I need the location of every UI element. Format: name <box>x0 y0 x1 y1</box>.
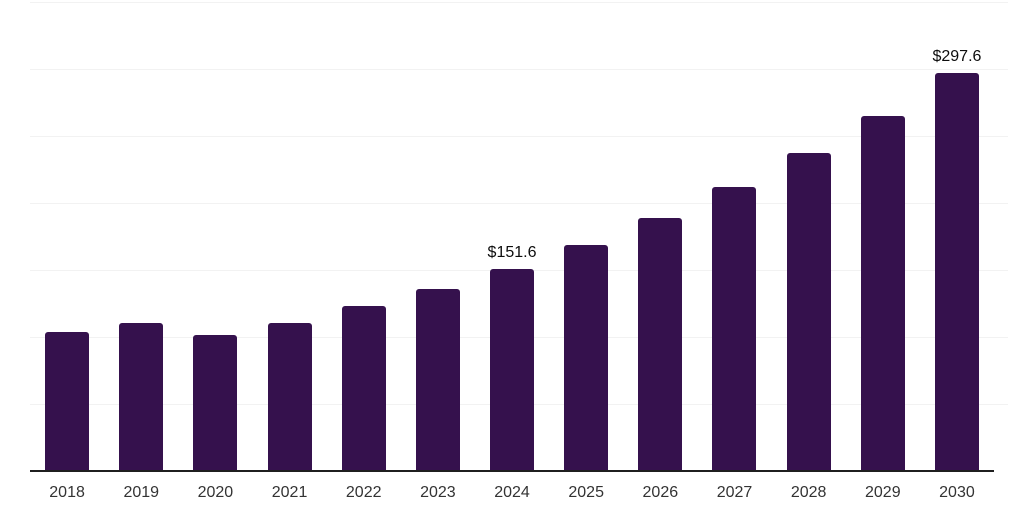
bar-2019 <box>119 323 164 472</box>
bar-slot <box>772 3 846 472</box>
gridline <box>30 136 1008 137</box>
x-axis-label-2024: 2024 <box>494 484 530 501</box>
bar-slot <box>30 3 104 472</box>
x-axis-label-2028: 2028 <box>790 484 827 501</box>
bar-2025 <box>564 244 609 472</box>
bar-slot: $151.6 <box>475 3 549 472</box>
bar-slot <box>252 3 326 472</box>
x-axis-label-2020: 2020 <box>197 484 234 501</box>
bar-value-label: $297.6 <box>932 48 982 66</box>
bar-slot <box>327 3 401 472</box>
x-axis-line <box>30 470 994 472</box>
bar-2029 <box>860 115 905 472</box>
gridline <box>30 203 1008 204</box>
bar-2030 <box>934 73 979 472</box>
bar-value-label: $151.6 <box>487 243 537 261</box>
bar-2018 <box>45 332 90 472</box>
bar-slot <box>401 3 475 472</box>
x-axis-label-2021: 2021 <box>271 484 308 501</box>
gridline <box>30 2 1008 3</box>
x-axis-label-2027: 2027 <box>716 484 753 501</box>
x-axis-label-2030: 2030 <box>939 484 975 501</box>
bar-2022 <box>341 305 386 472</box>
bar-slot <box>549 3 623 472</box>
x-axis-label-2018: 2018 <box>49 484 85 501</box>
gridline <box>30 69 1008 70</box>
x-axis-labels: 2018 2019 2020 2021 2022 2023 2024 2025 2026 2027… <box>30 472 994 502</box>
x-axis-label-2022: 2022 <box>345 484 382 501</box>
bar-2024 <box>490 268 535 472</box>
x-axis-label-2026: 2026 <box>642 484 679 501</box>
x-axis-label-2019: 2019 <box>123 484 160 501</box>
bar-slot <box>104 3 178 472</box>
bar-slot <box>623 3 697 472</box>
bar-slot <box>846 3 920 472</box>
bars-row: $151.6 $297.6 <box>30 3 994 472</box>
bar-slot <box>178 3 252 472</box>
bar-2026 <box>638 217 683 472</box>
bar-slot <box>697 3 771 472</box>
x-axis-label-2023: 2023 <box>420 484 456 501</box>
bar-2020 <box>193 335 238 472</box>
x-axis-label-2029: 2029 <box>865 484 901 501</box>
bar-2021 <box>267 322 312 472</box>
x-axis-label-2025: 2025 <box>568 484 604 501</box>
bar-2028 <box>786 153 831 472</box>
bar-slot: $297.6 <box>920 3 994 472</box>
bar-2027 <box>712 187 757 472</box>
bar-2023 <box>415 288 460 472</box>
plot-area: $151.6 $297.6 <box>30 2 1008 472</box>
